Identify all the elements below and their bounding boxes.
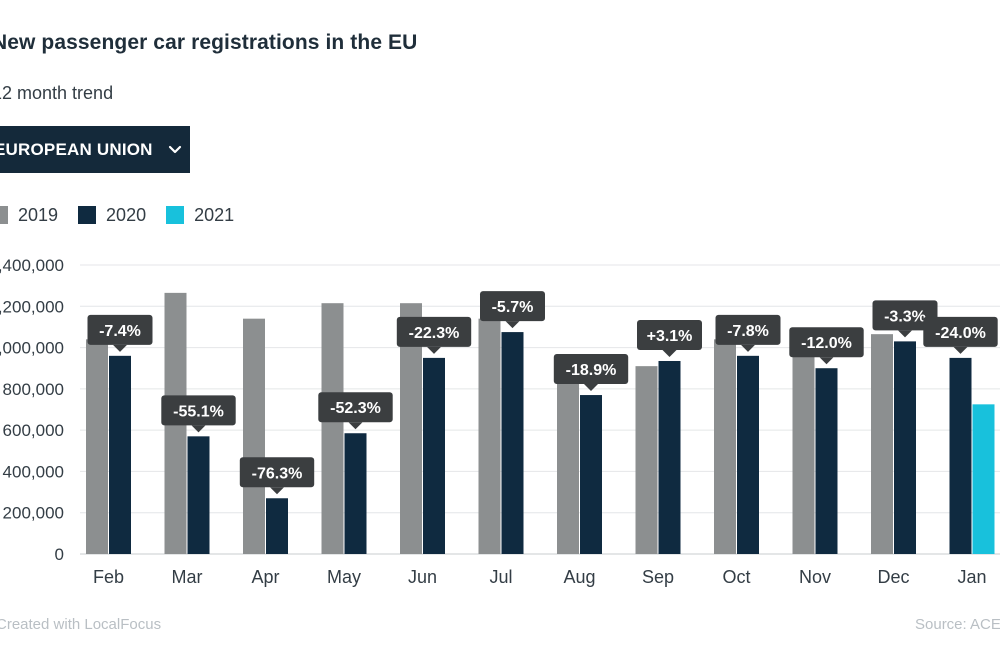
legend-label-2019: 2019 xyxy=(18,204,59,225)
data-label-pointer xyxy=(662,349,677,357)
data-label: -7.4% xyxy=(99,323,141,340)
data-label: -55.1% xyxy=(173,403,224,420)
legend-swatch-2021 xyxy=(166,206,185,224)
y-tick-label: 200,000 xyxy=(3,504,64,523)
x-tick-label: Aug xyxy=(563,567,595,587)
bar-2020-feb[interactable] xyxy=(109,355,131,554)
bar-2019-may[interactable] xyxy=(321,303,344,554)
data-label-pointer xyxy=(819,357,834,365)
data-label-pointer xyxy=(191,425,206,433)
x-tick-label: Jul xyxy=(489,567,512,587)
data-label: -76.3% xyxy=(252,465,303,482)
y-tick-label: 400,000 xyxy=(3,462,64,481)
bar-2020-jan[interactable] xyxy=(949,357,972,554)
y-tick-label: 0 xyxy=(55,545,64,564)
bar-2019-feb[interactable] xyxy=(86,339,108,554)
x-tick-label: Mar xyxy=(172,567,203,587)
data-label: -22.3% xyxy=(409,325,460,342)
legend-label-2020: 2020 xyxy=(106,204,147,225)
data-label-pointer xyxy=(348,422,363,430)
legend-item-2020[interactable]: 2020 xyxy=(78,205,146,226)
region-selector-label: EUROPEAN UNION xyxy=(0,139,153,159)
data-label-box xyxy=(637,319,702,350)
data-label-box xyxy=(87,314,153,345)
legend-item-2021[interactable]: 2021 xyxy=(166,205,234,226)
bar-2020-dec[interactable] xyxy=(894,341,916,554)
data-label: -24.0% xyxy=(935,325,986,342)
bar-2019-aug[interactable] xyxy=(557,357,579,554)
bar-2019-oct[interactable] xyxy=(714,339,736,554)
y-tick-label: 1,000,000 xyxy=(0,339,64,358)
data-label-pointer xyxy=(505,321,520,329)
bar-2020-jul[interactable] xyxy=(501,332,524,554)
bar-2020-aug[interactable] xyxy=(580,395,602,554)
region-selector-dropdown[interactable]: EUROPEAN UNION xyxy=(0,126,190,173)
data-label-box xyxy=(161,395,236,426)
bar-2021-jan[interactable] xyxy=(972,404,995,554)
data-label: -52.3% xyxy=(330,400,381,417)
chevron-down-icon xyxy=(167,142,183,158)
data-label-pointer xyxy=(427,346,441,354)
bar-2020-nov[interactable] xyxy=(815,368,838,554)
bar-2019-apr[interactable] xyxy=(243,318,265,554)
bar-2019-sep[interactable] xyxy=(635,366,658,554)
data-label: -18.9% xyxy=(566,362,617,379)
x-tick-label: Jan xyxy=(957,567,986,587)
legend-swatch-2020 xyxy=(78,206,97,224)
bar-2020-may[interactable] xyxy=(344,433,367,554)
x-tick-label: Dec xyxy=(877,567,909,587)
legend-label-2021: 2021 xyxy=(194,204,235,225)
y-tick-label: 1,200,000 xyxy=(0,297,64,316)
data-label: -5.7% xyxy=(492,299,534,316)
data-label-box xyxy=(553,354,629,385)
x-tick-label: Feb xyxy=(93,567,124,587)
y-tick-label: 800,000 xyxy=(3,380,64,399)
bar-2019-jul[interactable] xyxy=(478,318,501,554)
credit-text: Created with LocalFocus xyxy=(0,616,162,633)
bar-2020-jun[interactable] xyxy=(423,357,445,554)
bar-2020-oct[interactable] xyxy=(737,355,759,554)
data-label: -12.0% xyxy=(801,335,852,352)
legend-swatch-2019 xyxy=(0,206,8,224)
legend-item-2019[interactable]: 2019 xyxy=(0,205,58,226)
x-tick-label: Jun xyxy=(408,567,437,587)
bar-2019-nov[interactable] xyxy=(792,343,815,554)
chart-title: New passenger car registrations in the E… xyxy=(0,31,418,54)
data-label-box xyxy=(715,314,781,345)
x-tick-label: Nov xyxy=(799,567,831,587)
data-label: +3.1% xyxy=(647,328,693,345)
data-label-box xyxy=(923,316,998,347)
data-label-box xyxy=(789,327,864,358)
bar-2019-jun[interactable] xyxy=(400,303,422,554)
data-label: -3.3% xyxy=(884,308,926,325)
x-tick-label: Oct xyxy=(722,567,750,587)
data-label-pointer xyxy=(584,384,598,392)
data-label-box xyxy=(480,291,545,322)
source-text: Source: ACEA xyxy=(915,616,1000,633)
data-label-pointer xyxy=(953,346,968,354)
data-label-pointer xyxy=(113,344,127,352)
data-label: -7.8% xyxy=(727,323,769,340)
data-label-pointer xyxy=(898,330,912,338)
bar-2019-dec[interactable] xyxy=(871,334,893,554)
data-label-box xyxy=(239,457,315,488)
chart-legend: 2019 2020 2021 xyxy=(0,203,254,227)
bar-2020-sep[interactable] xyxy=(658,360,681,554)
x-tick-label: Sep xyxy=(642,567,674,587)
data-label-pointer xyxy=(741,344,755,352)
chart-subtitle: 12 month trend xyxy=(0,83,114,103)
data-label-box xyxy=(396,316,472,347)
x-tick-label: Apr xyxy=(251,567,279,587)
data-label-box xyxy=(318,392,393,423)
y-tick-label: 1,400,000 xyxy=(0,256,64,275)
y-tick-label: 600,000 xyxy=(3,421,64,440)
x-tick-label: May xyxy=(327,567,361,587)
data-label-box xyxy=(872,300,938,331)
bar-2020-mar[interactable] xyxy=(187,436,210,554)
data-label-pointer xyxy=(270,487,284,495)
bar-2020-apr[interactable] xyxy=(266,498,288,554)
